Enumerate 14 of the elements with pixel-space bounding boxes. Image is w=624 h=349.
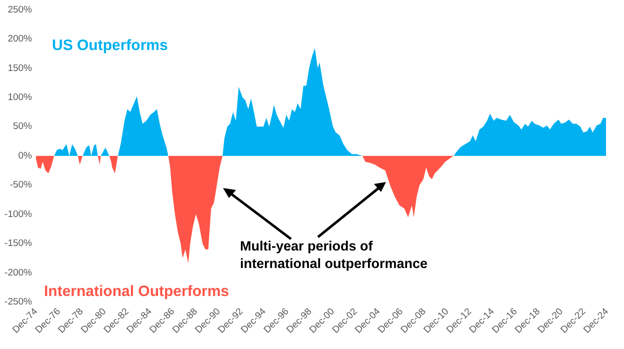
y-tick-label: -100% bbox=[4, 208, 33, 220]
y-tick-label: 0% bbox=[18, 150, 33, 162]
annotation: Multi-year periods of international outperformance bbox=[240, 238, 428, 272]
annotation: US Outperforms bbox=[52, 37, 168, 54]
y-tick-label: -200% bbox=[4, 267, 33, 278]
y-tick-label: 50% bbox=[12, 121, 33, 132]
annotation: International Outperforms bbox=[44, 283, 230, 300]
y-tick-label: -150% bbox=[4, 238, 33, 250]
y-tick-label: 100% bbox=[8, 92, 33, 104]
y-tick-label: 150% bbox=[8, 62, 33, 74]
y-tick-label: 250% bbox=[8, 4, 33, 16]
y-tick-label: -250% bbox=[4, 296, 33, 308]
y-tick-label: -50% bbox=[10, 180, 33, 191]
y-tick-label: 200% bbox=[8, 34, 33, 45]
